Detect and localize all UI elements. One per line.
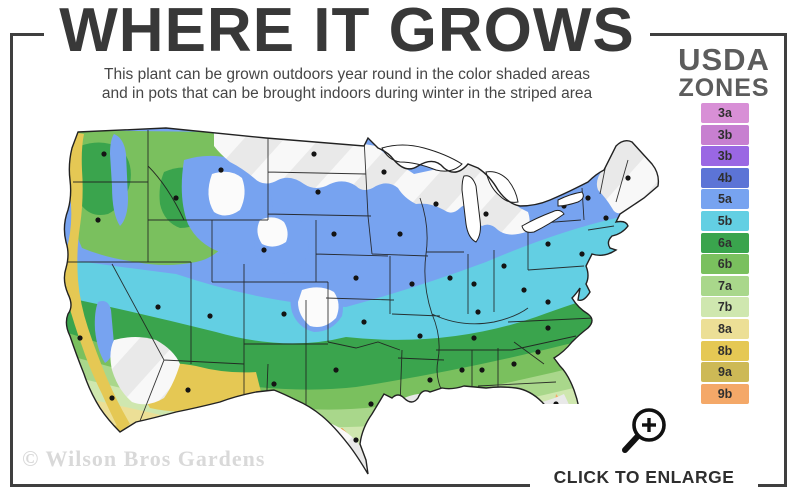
- legend-zone-chip-9a: 9a: [701, 362, 749, 383]
- legend-zone-list: 3a3b3b4b5a5b6a6b7a7b8a8b9a9b10a10b: [701, 103, 749, 447]
- legend-zone-chip-4b: 4b: [701, 167, 749, 188]
- legend-zone-chip-5a: 5a: [701, 189, 749, 210]
- watermark: © Wilson Bros Gardens: [22, 446, 266, 471]
- us-hardiness-map[interactable]: [16, 102, 666, 477]
- legend-title: USDA ZONES: [670, 44, 778, 103]
- legend-zone-chip-7b: 7b: [701, 297, 749, 318]
- legend-zone-chip-3b: 3b: [701, 146, 749, 167]
- map-container[interactable]: [16, 102, 666, 482]
- city-dots: [77, 151, 631, 443]
- subtitle-line-2: and in pots that can be brought indoors …: [101, 85, 593, 103]
- legend-zone-chip-6b: 6b: [701, 254, 749, 275]
- legend-zone-chip-3b: 3b: [701, 124, 749, 145]
- page-title: WHERE IT GROWS: [59, 0, 635, 65]
- legend-zone-chip-3a: 3a: [701, 103, 749, 123]
- legend-title-usda: USDA: [678, 42, 770, 77]
- subtitle: This plant can be grown outdoors year ro…: [44, 65, 650, 104]
- magnifier-zoom-icon: [622, 408, 666, 453]
- legend-zone-chip-6a: 6a: [701, 232, 749, 253]
- legend-zone-chip-9b: 9b: [701, 383, 749, 404]
- great-lakes: [381, 144, 584, 243]
- legend-zone-chip-5b: 5b: [701, 210, 749, 231]
- legend-zone-chip-8b: 8b: [701, 340, 749, 361]
- click-to-enlarge-button[interactable]: CLICK TO ENLARGE: [530, 404, 758, 496]
- subtitle-line-1: This plant can be grown outdoors year ro…: [104, 65, 590, 83]
- legend-zone-chip-8a: 8a: [701, 318, 749, 339]
- click-to-enlarge-label: CLICK TO ENLARGE: [553, 467, 735, 487]
- title-block: WHERE IT GROWS This plant can be grown o…: [44, 0, 650, 108]
- legend-title-zones: ZONES: [678, 74, 770, 102]
- legend-zone-chip-7a: 7a: [701, 275, 749, 296]
- state-boundaries: [64, 130, 629, 427]
